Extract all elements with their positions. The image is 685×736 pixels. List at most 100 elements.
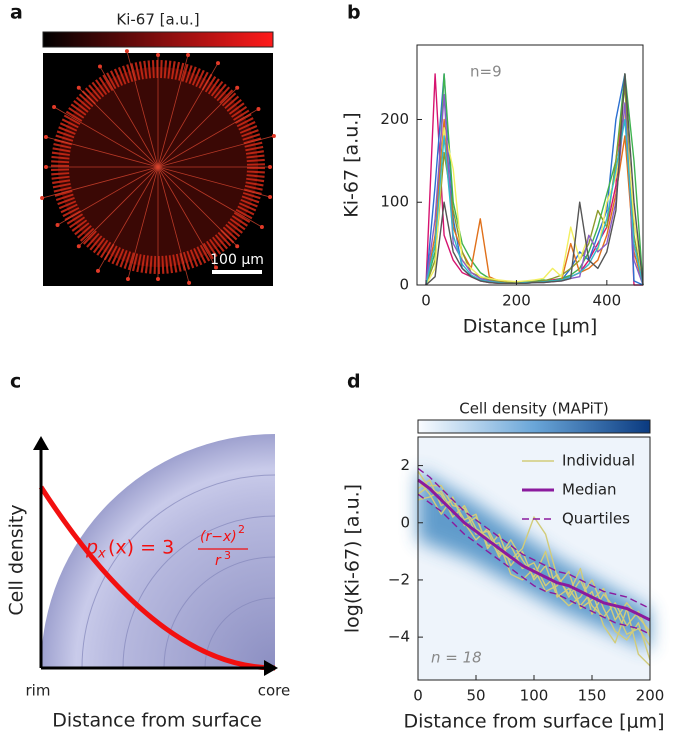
ray-end bbox=[259, 225, 264, 229]
formula-den-sup: 3 bbox=[224, 549, 231, 562]
ray bbox=[126, 50, 159, 168]
contour bbox=[122, 515, 276, 669]
ray-end bbox=[156, 277, 160, 281]
density-map bbox=[418, 437, 650, 680]
y-tick-label: 0 bbox=[399, 276, 409, 294]
ray bbox=[78, 166, 159, 247]
ray-end bbox=[96, 268, 100, 273]
ray-end bbox=[186, 52, 191, 57]
y-tick-label: 0 bbox=[400, 513, 410, 531]
y-axis-label: Ki-67 [a.u.] bbox=[341, 112, 363, 217]
ray bbox=[99, 66, 159, 168]
panel-label: a bbox=[10, 2, 23, 24]
colorbar bbox=[417, 419, 651, 434]
ray-end bbox=[216, 61, 220, 66]
ray bbox=[157, 54, 189, 168]
annotation: n=9 bbox=[470, 63, 502, 81]
plot bbox=[417, 436, 651, 681]
legend-label: Quartiles bbox=[562, 510, 630, 528]
series-line bbox=[425, 85, 644, 286]
contour bbox=[81, 474, 276, 669]
ray bbox=[157, 108, 259, 168]
series-line bbox=[417, 467, 651, 610]
core-label: core bbox=[258, 682, 291, 700]
series-line bbox=[417, 484, 651, 661]
ray-end bbox=[124, 49, 129, 54]
ray-end bbox=[55, 223, 60, 227]
ray-end bbox=[187, 280, 192, 285]
y-tick-label: 100 bbox=[380, 193, 409, 211]
ray bbox=[97, 166, 159, 272]
ray-end bbox=[40, 196, 45, 201]
ray bbox=[127, 166, 159, 280]
ray-end bbox=[268, 195, 273, 200]
ray bbox=[157, 166, 238, 247]
x-tick-label: 0 bbox=[413, 687, 423, 705]
ray bbox=[41, 166, 159, 199]
ray-end bbox=[76, 85, 81, 90]
x-tick-label: 200 bbox=[636, 687, 665, 705]
formula-mid: (x) = 3 bbox=[108, 537, 174, 559]
series-line bbox=[417, 478, 651, 622]
ray bbox=[157, 166, 217, 268]
x-tick-label: 200 bbox=[502, 292, 531, 310]
ray-end bbox=[76, 244, 81, 249]
colorbar-label: Cell density (MAPiT) bbox=[459, 400, 609, 418]
x-axis-label: Distance from surface [μm] bbox=[403, 711, 664, 733]
ray-end bbox=[156, 53, 160, 57]
plot bbox=[416, 44, 644, 286]
y-tick-label: −2 bbox=[388, 570, 410, 588]
formula-sub: x bbox=[97, 547, 106, 562]
ray-end bbox=[98, 64, 102, 69]
x-tick-label: 0 bbox=[421, 292, 431, 310]
ray-end bbox=[44, 165, 48, 169]
formula: p x (x) = 3 (r−x) 2 r 3 bbox=[85, 523, 248, 569]
panel-label: d bbox=[347, 371, 361, 393]
x-tick-label: 400 bbox=[593, 292, 622, 310]
x-tick-label: 150 bbox=[578, 687, 607, 705]
ray-end bbox=[235, 244, 240, 249]
ray-end bbox=[52, 105, 57, 109]
contour bbox=[163, 556, 276, 669]
legend-label: Individual bbox=[562, 452, 635, 470]
ray bbox=[157, 87, 238, 168]
ray-end bbox=[235, 85, 240, 90]
ray bbox=[157, 166, 263, 228]
ray bbox=[157, 166, 271, 198]
series-line bbox=[425, 73, 644, 286]
y-tick-label: 200 bbox=[380, 110, 409, 128]
x-axis-label: Distance [μm] bbox=[463, 316, 598, 338]
formula-num: (r−x) bbox=[200, 529, 237, 545]
panel-label: c bbox=[10, 371, 21, 393]
y-tick-label: −4 bbox=[388, 628, 410, 646]
x-tick-label: 50 bbox=[466, 687, 485, 705]
colorbar-label: Ki-67 [a.u.] bbox=[116, 11, 199, 29]
y-axis-label: Cell density bbox=[6, 504, 28, 615]
ray bbox=[45, 136, 159, 168]
ray bbox=[57, 166, 159, 226]
plot-frame bbox=[416, 44, 644, 286]
ray-end bbox=[125, 277, 130, 282]
series-line bbox=[425, 118, 644, 286]
series-line bbox=[425, 94, 644, 286]
ray-end bbox=[268, 165, 272, 169]
arrow-head bbox=[33, 436, 49, 450]
ray bbox=[157, 62, 219, 168]
series-line bbox=[425, 73, 644, 286]
ray-end bbox=[256, 107, 261, 111]
panel-label: b bbox=[347, 2, 361, 24]
series-line bbox=[417, 493, 651, 635]
ray bbox=[78, 87, 159, 168]
ray bbox=[157, 135, 275, 168]
colorbar bbox=[42, 31, 274, 48]
annotation: n = 18 bbox=[431, 649, 482, 667]
ray-end bbox=[271, 133, 276, 138]
y-tick-label: 2 bbox=[400, 456, 410, 474]
spheroid bbox=[40, 49, 276, 285]
y-axis-label: log(Ki-67) [a.u.] bbox=[342, 484, 364, 633]
x-axis-label: Distance from surface bbox=[52, 710, 262, 732]
ray bbox=[53, 106, 159, 168]
density-curve bbox=[38, 485, 276, 671]
x-tick-label: 100 bbox=[520, 687, 549, 705]
